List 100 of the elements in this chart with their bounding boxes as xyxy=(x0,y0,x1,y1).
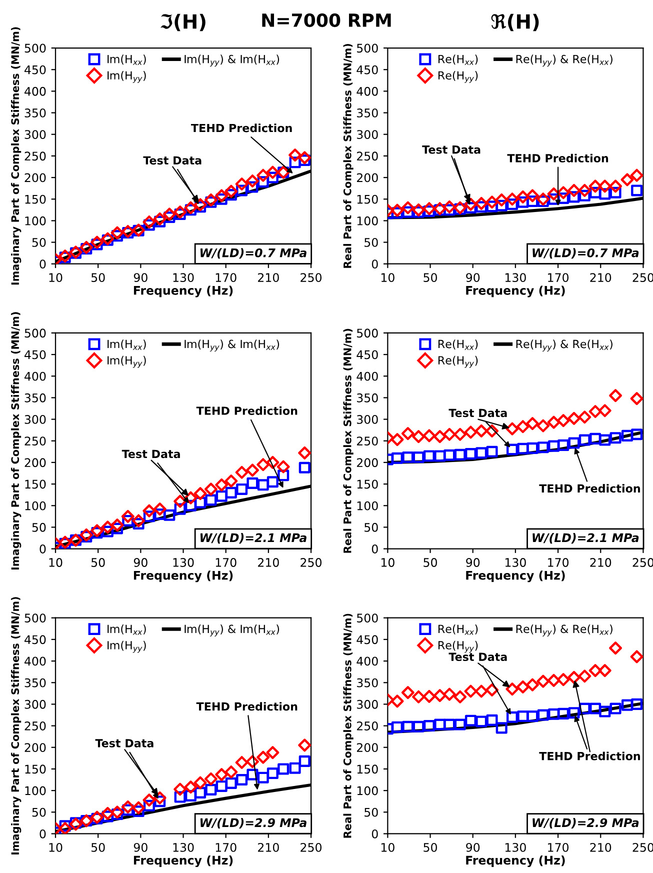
y-tick-label: 200 xyxy=(356,173,378,182)
y-tick-label: 100 xyxy=(357,216,378,226)
legend-label: Im(H$_{yy}$) xyxy=(108,70,146,83)
y-tick-label: 100 xyxy=(357,501,378,510)
y-axis-title: Imaginary Part of Complex Stiffness (MN/m) xyxy=(11,312,22,570)
annotation: Test Data xyxy=(95,739,154,748)
chart-title: ℑ(H) xyxy=(160,14,206,32)
y-tick-label: 350 xyxy=(24,678,46,688)
y-axis-title: Imaginary Part of Complex Stiffness (MN/m) xyxy=(11,27,22,285)
y-tick-label: 0 xyxy=(40,544,46,554)
x-tick-label: 250 xyxy=(300,273,322,282)
x-tick-label: 170 xyxy=(548,842,569,852)
annotation: TEHD Prediction xyxy=(539,752,640,760)
y-tick-label: 150 xyxy=(357,194,378,204)
x-tick-label: 10 xyxy=(381,273,394,282)
x-tick-label: 10 xyxy=(381,558,394,567)
y-tick-label: 500 xyxy=(357,614,378,623)
y-tick-label: 500 xyxy=(357,44,378,53)
x-tick-label: 50 xyxy=(91,842,105,852)
annotation: W/(LD)=2.9 MPa xyxy=(200,818,306,828)
x-tick-label: 90 xyxy=(466,273,480,282)
y-tick-label: 150 xyxy=(25,764,46,774)
x-tick-label: 10 xyxy=(49,558,62,567)
x-tick-label: 90 xyxy=(134,842,148,852)
x-tick-label: 170 xyxy=(216,842,236,852)
annotation: TEHD Prediction xyxy=(539,484,640,493)
y-tick-label: 200 xyxy=(356,743,378,752)
x-tick-label: 210 xyxy=(258,558,279,567)
y-tick-label: 400 xyxy=(24,656,46,666)
legend-label: Re(H$_{yy}$) xyxy=(438,640,478,653)
legend-label: Im(H$_{xx}$) xyxy=(108,54,146,65)
x-tick-label: 170 xyxy=(216,273,236,282)
y-tick-label: 100 xyxy=(25,786,46,796)
y-tick-label: 500 xyxy=(357,328,378,338)
legend-label: Re(H$_{yy}$) & Re(H$_{xx}$) xyxy=(516,340,612,352)
annotation: Test Data xyxy=(448,408,507,418)
chart-title: ℜ(H) xyxy=(491,14,539,32)
y-axis-title: Real Part of Complex Stiffness (MN/m) xyxy=(343,44,354,268)
x-tick-label: 130 xyxy=(173,273,194,282)
y-tick-label: 300 xyxy=(357,130,378,140)
legend-label: Re(H$_{xx}$) xyxy=(438,624,478,635)
y-tick-label: 150 xyxy=(25,480,46,489)
x-tick-label: 250 xyxy=(300,558,322,567)
x-tick-label: 90 xyxy=(466,842,480,852)
annotation: W/(LD)=2.1 MPa xyxy=(200,533,306,544)
y-tick-label: 100 xyxy=(25,501,46,510)
y-tick-label: 200 xyxy=(24,173,46,182)
x-tick-label: 170 xyxy=(548,273,569,282)
x-tick-label: 210 xyxy=(590,558,612,567)
y-tick-label: 450 xyxy=(356,65,378,74)
x-axis-title: Frequency (Hz) xyxy=(134,570,233,582)
y-tick-label: 200 xyxy=(24,743,46,752)
y-tick-label: 50 xyxy=(32,522,46,532)
y-tick-label: 250 xyxy=(356,152,378,161)
annotation: Test Data xyxy=(122,450,180,458)
legend-label: Im(H$_{yy}$) & Im(H$_{xx}$) xyxy=(184,54,280,67)
legend-label: Re(H$_{xx}$) xyxy=(438,340,478,350)
legend-label: Re(H$_{yy}$) xyxy=(438,70,478,83)
y-tick-label: 500 xyxy=(24,44,46,53)
y-tick-label: 350 xyxy=(357,108,378,118)
legend-label: Re(H$_{xx}$) xyxy=(438,54,478,65)
x-tick-label: 130 xyxy=(173,558,194,567)
legend-label: Re(H$_{yy}$) & Re(H$_{xx}$) xyxy=(516,624,612,636)
x-tick-label: 170 xyxy=(216,558,236,567)
x-tick-label: 90 xyxy=(134,273,148,282)
y-tick-label: 500 xyxy=(24,328,46,338)
y-tick-label: 0 xyxy=(372,829,378,838)
y-tick-label: 450 xyxy=(24,350,46,360)
y-tick-label: 300 xyxy=(24,415,46,424)
legend-label: Im(H$_{yy}$) & Im(H$_{xx}$) xyxy=(184,340,280,352)
x-tick-label: 50 xyxy=(424,273,437,282)
y-tick-label: 150 xyxy=(357,764,378,774)
x-tick-label: 50 xyxy=(424,558,437,567)
annotation: Test Data xyxy=(448,652,507,662)
y-tick-label: 500 xyxy=(24,614,46,623)
y-tick-label: 350 xyxy=(357,678,378,688)
x-axis-title: Frequency (Hz) xyxy=(134,286,233,298)
y-tick-label: 0 xyxy=(372,544,378,554)
x-tick-label: 210 xyxy=(590,273,612,282)
y-tick-label: 50 xyxy=(32,238,46,247)
annotation: W/(LD)=0.7 MPa xyxy=(532,248,639,259)
annotation: Test Data xyxy=(422,146,480,154)
legend-label: Im(H$_{yy}$) & Im(H$_{xx}$) xyxy=(184,624,280,636)
y-tick-label: 250 xyxy=(356,436,378,446)
x-tick-label: 90 xyxy=(466,558,480,567)
y-tick-label: 300 xyxy=(24,130,46,140)
x-tick-label: 50 xyxy=(91,273,105,282)
y-tick-label: 450 xyxy=(24,635,46,644)
annotation: W/(LD)=2.1 MPa xyxy=(532,533,639,544)
x-axis-title: Frequency (Hz) xyxy=(134,856,233,868)
x-tick-label: 210 xyxy=(590,842,612,852)
x-tick-label: 90 xyxy=(134,558,148,567)
x-tick-label: 10 xyxy=(49,273,62,282)
y-tick-label: 400 xyxy=(356,372,378,381)
legend-label: Im(H$_{yy}$) xyxy=(108,356,146,368)
y-tick-label: 250 xyxy=(24,152,46,161)
legend-label: Im(H$_{yy}$) xyxy=(108,640,146,653)
annotation: TEHD Prediction xyxy=(196,406,298,415)
y-axis-title: Real Part of Complex Stiffness (MN/m) xyxy=(343,614,354,838)
y-tick-label: 400 xyxy=(24,372,46,381)
